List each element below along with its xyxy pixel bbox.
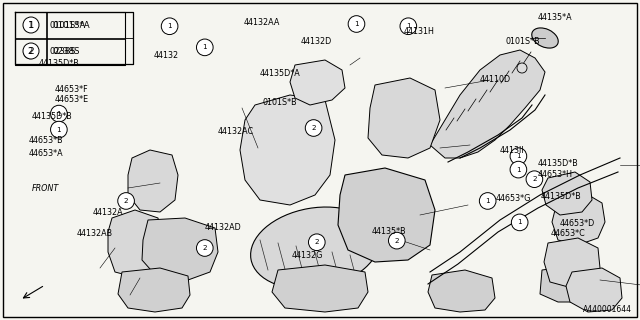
Polygon shape [108, 210, 162, 278]
Text: 44132G: 44132G [291, 252, 323, 260]
Text: 44132AA: 44132AA [243, 18, 280, 27]
Circle shape [23, 43, 39, 59]
Ellipse shape [532, 28, 558, 48]
Polygon shape [338, 168, 435, 262]
Circle shape [196, 240, 213, 256]
Text: 44132A: 44132A [93, 208, 124, 217]
Text: 44653*B: 44653*B [29, 136, 63, 145]
Polygon shape [240, 95, 335, 205]
Text: 1: 1 [28, 20, 34, 29]
Text: 2: 2 [28, 47, 33, 56]
Polygon shape [118, 268, 190, 312]
Text: 2: 2 [124, 198, 129, 204]
Circle shape [479, 193, 496, 209]
Circle shape [118, 193, 134, 209]
Text: 44653*H: 44653*H [538, 170, 573, 179]
Polygon shape [128, 150, 178, 212]
Polygon shape [272, 265, 368, 312]
Circle shape [23, 17, 39, 33]
Text: 44135D*A: 44135D*A [259, 69, 300, 78]
Polygon shape [544, 238, 600, 288]
Text: 0101S*B: 0101S*B [506, 37, 540, 46]
Text: 44135D*B: 44135D*B [538, 159, 579, 168]
Text: 0101S*A: 0101S*A [52, 20, 90, 29]
Polygon shape [368, 78, 440, 158]
Circle shape [388, 232, 405, 249]
Text: 44135D*B: 44135D*B [541, 192, 582, 201]
Polygon shape [430, 50, 545, 158]
Text: 2: 2 [28, 46, 34, 55]
Text: 0101S*A: 0101S*A [50, 21, 86, 30]
Text: 2: 2 [202, 245, 207, 251]
Circle shape [348, 16, 365, 32]
Text: 44132: 44132 [154, 52, 179, 60]
Polygon shape [542, 172, 592, 215]
Text: 44135*B: 44135*B [371, 228, 406, 236]
Circle shape [51, 105, 67, 122]
Text: 1: 1 [516, 153, 521, 159]
Circle shape [510, 148, 527, 164]
Text: 44653*F: 44653*F [54, 85, 88, 94]
Text: 1: 1 [354, 21, 359, 27]
Circle shape [510, 161, 527, 178]
Text: 1: 1 [517, 220, 522, 225]
Text: 44132D: 44132D [301, 37, 332, 46]
Text: 44132AD: 44132AD [205, 223, 241, 232]
Circle shape [400, 18, 417, 35]
Circle shape [51, 121, 67, 138]
Text: 2: 2 [311, 125, 316, 131]
Ellipse shape [517, 63, 527, 73]
Text: 1: 1 [202, 44, 207, 50]
Text: 2: 2 [394, 238, 399, 244]
Text: 44653*G: 44653*G [496, 194, 531, 203]
Polygon shape [142, 218, 218, 280]
Text: 44135D*B: 44135D*B [32, 112, 73, 121]
Text: 1: 1 [56, 111, 61, 116]
Text: 44131H: 44131H [403, 28, 434, 36]
Ellipse shape [251, 207, 380, 289]
Polygon shape [540, 266, 593, 302]
Text: 44653*A: 44653*A [29, 149, 63, 158]
Text: 44132AC: 44132AC [218, 127, 253, 136]
Text: 44653*C: 44653*C [550, 229, 585, 238]
Text: 0238S: 0238S [52, 46, 79, 55]
Text: 1: 1 [167, 23, 172, 29]
Circle shape [511, 214, 528, 231]
Circle shape [161, 18, 178, 35]
Text: 44132AB: 44132AB [77, 229, 113, 238]
Polygon shape [290, 60, 345, 105]
Text: 44135D*B: 44135D*B [38, 60, 79, 68]
Text: 1: 1 [485, 198, 490, 204]
Circle shape [24, 18, 37, 32]
Circle shape [24, 45, 37, 59]
Text: 1: 1 [516, 167, 521, 172]
Text: A440001644: A440001644 [583, 305, 632, 314]
Text: FRONT: FRONT [32, 184, 60, 193]
Circle shape [305, 120, 322, 136]
Text: 44135*A: 44135*A [538, 13, 572, 22]
Text: 2: 2 [314, 239, 319, 245]
Polygon shape [566, 268, 622, 312]
Text: 1: 1 [406, 23, 411, 29]
Polygon shape [428, 270, 495, 312]
Text: 0238S: 0238S [50, 47, 76, 56]
Text: 1: 1 [56, 127, 61, 132]
Text: 4413II: 4413II [499, 146, 524, 155]
Circle shape [526, 171, 543, 188]
Text: 44110D: 44110D [480, 76, 511, 84]
Text: 44653*D: 44653*D [560, 220, 595, 228]
Circle shape [196, 39, 213, 56]
Text: 44653*E: 44653*E [54, 95, 88, 104]
Circle shape [308, 234, 325, 251]
Text: 1: 1 [28, 21, 33, 30]
Polygon shape [552, 193, 605, 245]
Text: 0101S*B: 0101S*B [262, 98, 297, 107]
Text: 2: 2 [532, 176, 537, 182]
